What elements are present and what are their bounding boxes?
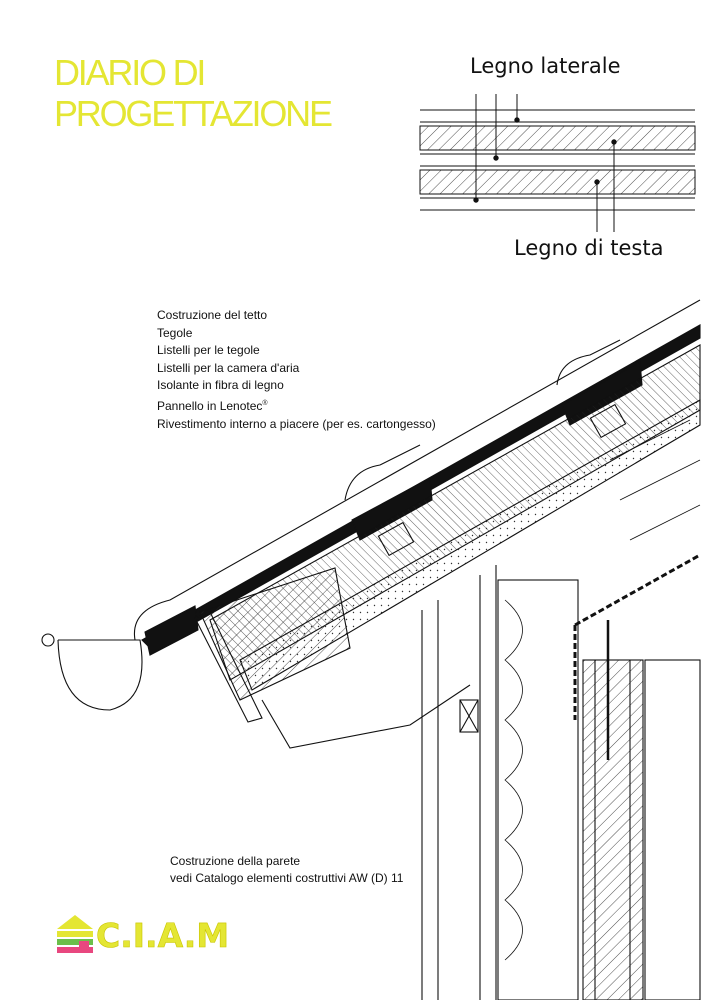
side-grain-label: Legno laterale — [470, 54, 621, 78]
panel-section-detail — [419, 94, 696, 232]
wall-note-line-1: Costruzione della parete — [170, 854, 301, 868]
legend-item-lenotec: Pannello in Lenotec® — [157, 395, 436, 416]
legend-item: Listelli per le tegole — [157, 343, 260, 358]
end-grain-label: Legno di testa — [514, 236, 664, 260]
registered-mark: ® — [262, 399, 268, 407]
roof-legend: Costruzione del tetto Tegole Listelli pe… — [157, 307, 436, 433]
page-title: DIARIO DI PROGETTAZIONE — [54, 52, 333, 134]
logo-text: C.I.A.M — [96, 916, 230, 956]
legend-item-text: Pannello in Lenotec — [157, 398, 263, 413]
legend-item: Isolante in fibra di legno — [157, 378, 284, 393]
legend-item: Rivestimento interno a piacere (per es. … — [157, 416, 436, 431]
legend-item: Listelli per la camera d'aria — [157, 360, 300, 375]
ciam-logo — [57, 915, 93, 953]
wall-note-line-2: vedi Catalogo elementi costruttivi AW (D… — [170, 871, 404, 885]
title-line-2: PROGETTAZIONE — [54, 93, 333, 134]
roof-detail — [41, 299, 701, 1000]
title-line-1: DIARIO DI — [54, 52, 206, 93]
wall-construction-note: Costruzione della parete vedi Catalogo e… — [170, 853, 403, 887]
legend-item: Tegole — [157, 325, 193, 340]
legend-item: Costruzione del tetto — [157, 308, 268, 322]
